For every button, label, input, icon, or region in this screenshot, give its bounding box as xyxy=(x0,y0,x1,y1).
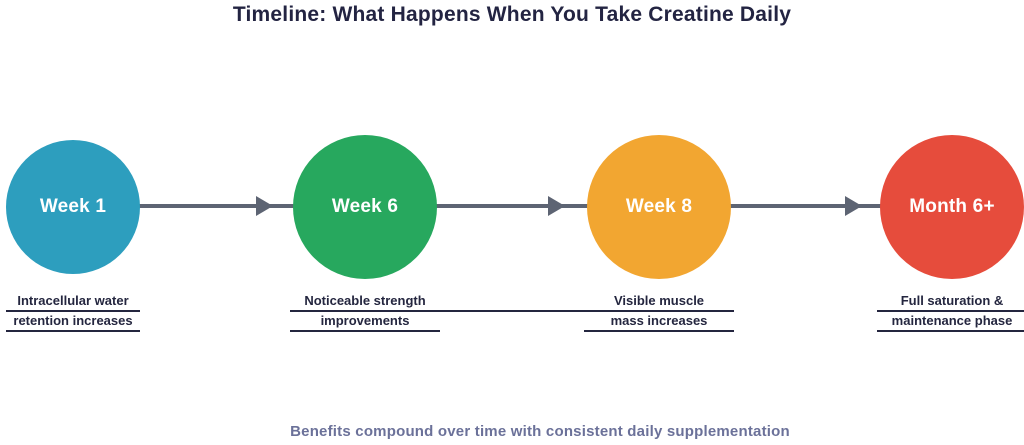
step-note-week8: Visible muscle mass increases xyxy=(584,293,734,333)
step-label: Week 6 xyxy=(331,196,399,217)
step-note-line-2: mass increases xyxy=(584,313,734,332)
note-gap-line xyxy=(438,310,586,312)
arrow-right-icon xyxy=(548,196,565,216)
timeline-step-circle-week1: Week 1 xyxy=(6,140,140,274)
connector-line-2 xyxy=(435,204,590,208)
step-note-line-2: maintenance phase xyxy=(877,313,1024,332)
step-note-line-2: improvements xyxy=(290,313,440,332)
timeline-step-circle-week8: Week 8 xyxy=(587,135,731,279)
arrow-right-icon xyxy=(845,196,862,216)
connector-line-1 xyxy=(138,204,296,208)
timeline-step-circle-week6: Week 6 xyxy=(293,135,437,279)
step-note-week1: Intracellular water retention increases xyxy=(6,293,140,333)
arrow-right-icon xyxy=(256,196,273,216)
step-note-line-1: Visible muscle xyxy=(584,293,734,312)
caption: Benefits compound over time with consist… xyxy=(290,423,790,440)
step-note-line-1: Full saturation & xyxy=(877,293,1024,312)
step-note-line-1: Noticeable strength xyxy=(290,293,440,312)
step-note-line-1: Intracellular water xyxy=(6,293,140,312)
step-note-week6: Noticeable strength improvements xyxy=(290,293,440,333)
step-label: Week 8 xyxy=(625,196,693,217)
timeline-step-circle-month6: Month 6+ xyxy=(880,135,1024,279)
page-title: Timeline: What Happens When You Take Cre… xyxy=(232,3,792,26)
step-note-line-2: retention increases xyxy=(6,313,140,332)
step-label: Week 1 xyxy=(39,196,107,217)
connector-line-3 xyxy=(729,204,882,208)
step-label: Month 6+ xyxy=(909,196,995,217)
step-note-month6: Full saturation & maintenance phase xyxy=(877,293,1024,333)
